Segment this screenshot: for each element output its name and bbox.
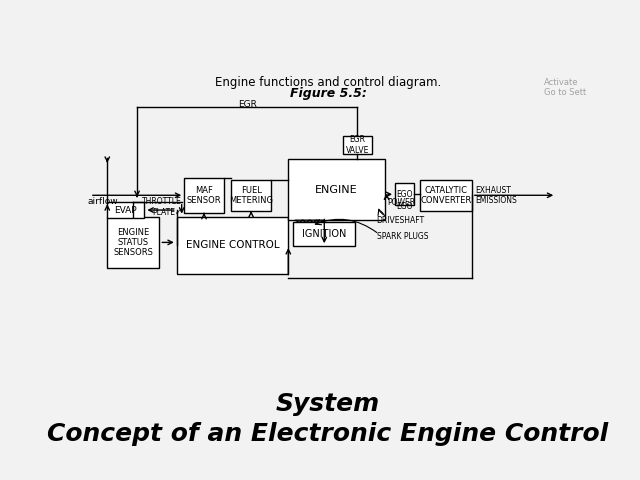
Bar: [293, 222, 355, 246]
Text: Concept of an Electronic Engine Control: Concept of an Electronic Engine Control: [47, 421, 609, 445]
Polygon shape: [301, 220, 310, 222]
Text: THROTTLE
PLATE✓: THROTTLE PLATE✓: [142, 197, 182, 216]
Text: ENGINE: ENGINE: [316, 185, 358, 195]
Text: Engine functions and control diagram.: Engine functions and control diagram.: [215, 76, 441, 89]
Text: EGR
VALVE: EGR VALVE: [346, 135, 369, 155]
Text: POWER: POWER: [388, 198, 415, 207]
Bar: [108, 202, 145, 218]
Polygon shape: [308, 220, 317, 222]
Text: EGO: EGO: [396, 202, 413, 211]
Bar: [108, 216, 159, 268]
Bar: [395, 183, 414, 205]
Text: SPARK PLUGS: SPARK PLUGS: [376, 232, 428, 241]
Text: ENGINE
STATUS
SENSORS: ENGINE STATUS SENSORS: [113, 228, 153, 257]
Text: Activate
Go to Sett: Activate Go to Sett: [544, 78, 586, 97]
Text: ENGINE CONTROL: ENGINE CONTROL: [186, 240, 279, 250]
Text: System: System: [276, 392, 380, 416]
Polygon shape: [316, 220, 324, 222]
Text: IGNITION: IGNITION: [302, 229, 346, 239]
Polygon shape: [295, 220, 304, 222]
Text: airflow: airflow: [88, 197, 118, 206]
Text: EVAP: EVAP: [115, 205, 137, 215]
Bar: [184, 178, 224, 213]
Text: MAF
SENSOR: MAF SENSOR: [187, 186, 221, 205]
Bar: [288, 159, 385, 220]
Text: FUEL
METERING: FUEL METERING: [229, 186, 273, 205]
Bar: [343, 136, 372, 154]
Text: CATALYTIC
CONVERTER: CATALYTIC CONVERTER: [420, 186, 472, 205]
Text: Figure 5.5:: Figure 5.5:: [289, 87, 367, 100]
Text: DRIVESHAFT: DRIVESHAFT: [376, 216, 425, 225]
Bar: [420, 180, 472, 211]
Text: EGR: EGR: [237, 100, 257, 109]
Text: EXHAUST
EMISSIONS: EXHAUST EMISSIONS: [476, 186, 517, 205]
Bar: [177, 216, 289, 274]
Bar: [231, 180, 271, 211]
Text: EGO: EGO: [396, 190, 413, 199]
